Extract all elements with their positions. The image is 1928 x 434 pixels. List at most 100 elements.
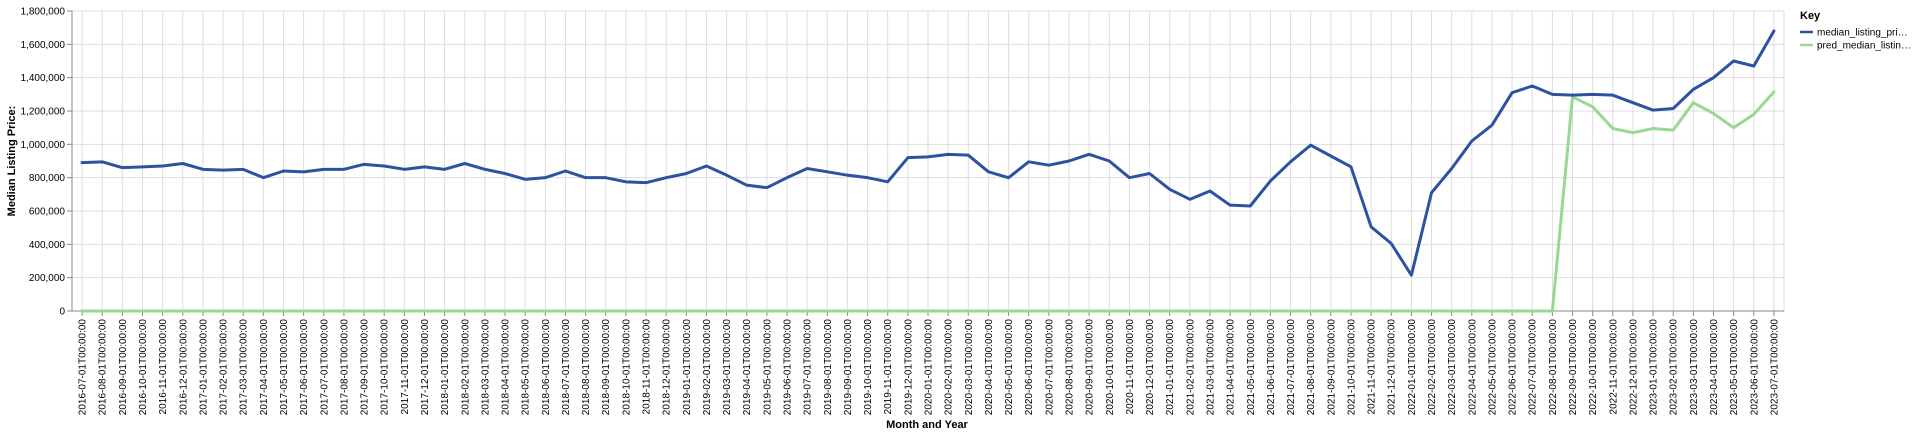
x-tick-label: 2018-06-01T00:00:00	[541, 319, 552, 416]
x-tick-label: 2021-04-01T00:00:00	[1226, 319, 1237, 416]
x-tick-label: 2022-03-01T00:00:00	[1447, 319, 1458, 416]
x-tick-label: 2017-05-01T00:00:00	[279, 319, 290, 416]
x-tick-label: 2021-12-01T00:00:00	[1387, 319, 1398, 416]
x-tick-label: 2021-03-01T00:00:00	[1205, 319, 1216, 416]
x-tick-label: 2019-11-01T00:00:00	[883, 319, 894, 415]
x-tick-label: 2020-06-01T00:00:00	[1024, 319, 1035, 416]
x-tick-label: 2017-06-01T00:00:00	[299, 319, 310, 416]
x-tick-label: 2018-10-01T00:00:00	[621, 319, 632, 416]
x-tick-label: 2022-02-01T00:00:00	[1427, 319, 1438, 416]
x-tick-label: 2020-09-01T00:00:00	[1085, 319, 1096, 416]
x-tick-label: 2022-09-01T00:00:00	[1568, 319, 1579, 416]
y-tick-label: 1,000,000	[21, 140, 66, 151]
x-tick-label: 2018-12-01T00:00:00	[662, 319, 673, 416]
x-tick-label: 2017-11-01T00:00:00	[400, 319, 411, 415]
x-axis: 2016-07-01T00:00:00 2016-08-01T00:00:00 20…	[72, 310, 1784, 416]
x-tick-label: 2018-04-01T00:00:00	[501, 319, 512, 416]
series-line-1	[80, 29, 1776, 277]
x-tick-label: 2016-12-01T00:00:00	[178, 319, 189, 416]
x-tick-label: 2019-10-01T00:00:00	[863, 319, 874, 416]
x-tick-label: 2019-12-01T00:00:00	[903, 319, 914, 416]
x-tick-label: 2018-08-01T00:00:00	[581, 319, 592, 416]
legend-title: Key	[1800, 10, 1821, 22]
x-tick-label: 2021-09-01T00:00:00	[1326, 319, 1337, 416]
x-tick-label: 2023-03-01T00:00:00	[1689, 319, 1700, 416]
legend-label: pred_median_listin…	[1817, 41, 1911, 52]
x-tick-label: 2016-07-01T00:00:00	[78, 319, 89, 416]
x-tick-label: 2016-10-01T00:00:00	[138, 319, 149, 416]
y-tick-label: 1,400,000	[21, 73, 66, 84]
x-tick-label: 2020-04-01T00:00:00	[984, 319, 995, 416]
x-tick-label: 2021-08-01T00:00:00	[1306, 319, 1317, 416]
x-tick-label: 2017-12-01T00:00:00	[420, 319, 431, 416]
x-tick-label: 2019-09-01T00:00:00	[843, 319, 854, 416]
x-tick-label: 2017-02-01T00:00:00	[219, 319, 230, 416]
x-tick-label: 2018-07-01T00:00:00	[561, 319, 572, 416]
x-tick-label: 2021-07-01T00:00:00	[1286, 319, 1297, 416]
gridlines	[72, 10, 1784, 312]
x-tick-label: 2020-02-01T00:00:00	[944, 319, 955, 416]
x-tick-label: 2022-01-01T00:00:00	[1407, 319, 1418, 416]
x-tick-label: 2017-01-01T00:00:00	[198, 319, 209, 416]
x-tick-label: 2018-03-01T00:00:00	[480, 319, 491, 416]
x-tick-label: 2022-12-01T00:00:00	[1628, 319, 1639, 416]
x-tick-label: 2023-06-01T00:00:00	[1749, 319, 1760, 416]
x-tick-label: 2017-08-01T00:00:00	[339, 319, 350, 416]
x-tick-label: 2020-03-01T00:00:00	[964, 319, 975, 416]
x-tick-label: 2018-05-01T00:00:00	[521, 319, 532, 416]
x-tick-label: 2021-01-01T00:00:00	[1165, 319, 1176, 416]
x-tick-label: 2019-06-01T00:00:00	[783, 319, 794, 416]
x-tick-label: 2018-09-01T00:00:00	[601, 319, 612, 416]
x-tick-label: 2019-03-01T00:00:00	[722, 319, 733, 416]
x-tick-label: 2019-01-01T00:00:00	[682, 319, 693, 416]
y-tick-label: 600,000	[29, 207, 66, 218]
series-line-2	[80, 90, 1776, 313]
x-tick-label: 2020-01-01T00:00:00	[924, 319, 935, 416]
x-tick-label: 2023-07-01T00:00:00	[1769, 319, 1780, 416]
x-tick-label: 2016-09-01T00:00:00	[118, 319, 129, 416]
y-tick-label: 800,000	[29, 173, 66, 184]
y-tick-label: 0	[59, 307, 65, 318]
x-tick-label: 2017-10-01T00:00:00	[380, 319, 391, 416]
x-tick-label: 2018-11-01T00:00:00	[642, 319, 653, 415]
x-tick-label: 2016-08-01T00:00:00	[98, 319, 109, 416]
x-tick-label: 2022-06-01T00:00:00	[1508, 319, 1519, 416]
x-tick-label: 2021-10-01T00:00:00	[1346, 319, 1357, 416]
x-tick-label: 2023-05-01T00:00:00	[1729, 319, 1740, 416]
x-tick-label: 2022-05-01T00:00:00	[1487, 319, 1498, 416]
y-tick-label: 200,000	[29, 273, 66, 284]
legend: Key median_listing_pri… pred_median_listi…	[1800, 10, 1911, 52]
y-axis: 0 200,000 400,000 600,000 800,000 1,000,000 1,…	[21, 7, 73, 318]
x-tick-label: 2020-08-01T00:00:00	[1064, 319, 1075, 416]
y-tick-label: 1,200,000	[21, 107, 66, 118]
x-tick-label: 2019-07-01T00:00:00	[803, 319, 814, 416]
x-tick-label: 2020-10-01T00:00:00	[1105, 319, 1116, 416]
x-tick-label: 2019-04-01T00:00:00	[742, 319, 753, 416]
x-tick-label: 2022-10-01T00:00:00	[1588, 319, 1599, 416]
x-tick-label: 2019-02-01T00:00:00	[702, 319, 713, 416]
x-tick-label: 2022-07-01T00:00:00	[1528, 319, 1539, 416]
x-tick-label: 2018-01-01T00:00:00	[440, 319, 451, 416]
x-tick-label: 2019-05-01T00:00:00	[762, 319, 773, 416]
x-tick-label: 2017-07-01T00:00:00	[319, 319, 330, 416]
x-tick-label: 2022-04-01T00:00:00	[1467, 319, 1478, 416]
y-axis-title: Median Listing Price:	[6, 106, 18, 217]
y-tick-label: 1,600,000	[21, 40, 66, 51]
x-tick-label: 2021-06-01T00:00:00	[1266, 319, 1277, 416]
x-tick-label: 2017-09-01T00:00:00	[360, 319, 371, 416]
x-tick-label: 2018-02-01T00:00:00	[460, 319, 471, 416]
x-tick-label: 2023-02-01T00:00:00	[1669, 319, 1680, 416]
legend-label: median_listing_pri…	[1817, 28, 1908, 39]
x-tick-label: 2022-08-01T00:00:00	[1548, 319, 1559, 416]
y-tick-label: 1,800,000	[21, 7, 66, 18]
x-tick-label: 2021-02-01T00:00:00	[1185, 319, 1196, 416]
series-lines	[80, 29, 1776, 313]
x-tick-label: 2022-11-01T00:00:00	[1608, 319, 1619, 415]
x-tick-label: 2016-11-01T00:00:00	[158, 319, 169, 415]
x-tick-label: 2017-04-01T00:00:00	[259, 319, 270, 416]
x-tick-label: 2020-12-01T00:00:00	[1145, 319, 1156, 416]
x-tick-label: 2020-07-01T00:00:00	[1044, 319, 1055, 416]
x-tick-label: 2023-04-01T00:00:00	[1709, 319, 1720, 416]
x-tick-label: 2019-08-01T00:00:00	[823, 319, 834, 416]
